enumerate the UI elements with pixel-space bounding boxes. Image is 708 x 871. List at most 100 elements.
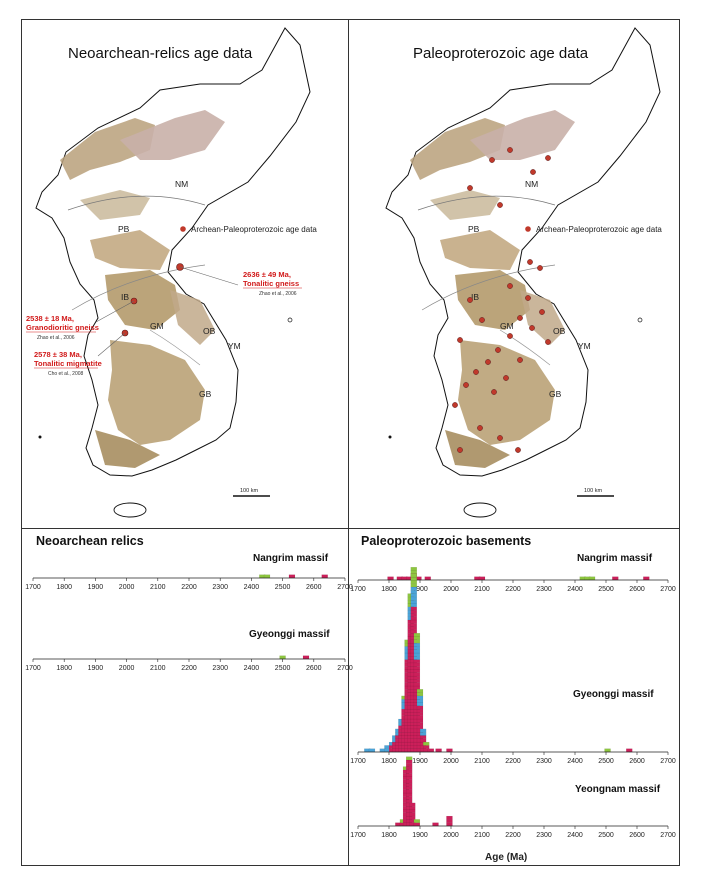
region-label-pb: PB <box>118 224 130 234</box>
region-label-ib: IB <box>471 292 479 302</box>
region-label-gb: GB <box>549 389 562 399</box>
histogram-bar <box>410 613 417 617</box>
histogram-bar <box>405 759 413 764</box>
tick-label: 2100 <box>150 584 166 591</box>
histogram-bar <box>446 815 453 820</box>
histogram-paleo-nangrim: Nangrim massif 1700 1800 1900 2000 2100 2200 23… <box>350 553 676 593</box>
histogram-bar <box>409 812 416 817</box>
region-label-ob: OB <box>203 326 216 336</box>
histogram-neoarchean-gyeonggi: Gyeonggi massif 1700 1800 1900 2000 2100 2200 2… <box>25 629 353 672</box>
tick-label: 2500 <box>598 758 614 765</box>
tick-label: 1700 <box>25 584 41 591</box>
tick-label: 1900 <box>88 584 104 591</box>
tick-label: 1800 <box>381 758 397 765</box>
right-map-title: Paleoproterozoic age data <box>413 45 589 62</box>
histogram-bar <box>410 626 417 631</box>
sample-dot <box>537 265 543 271</box>
legend-label-right: Archean-Paleoproterozoic age data <box>536 225 662 234</box>
histogram-bar <box>423 741 430 746</box>
tick-label: 2600 <box>629 832 645 839</box>
region-label-ob: OB <box>553 326 566 336</box>
region-label-gm: GM <box>500 321 514 331</box>
histogram-bar <box>405 776 413 780</box>
tick-label: 2200 <box>505 586 521 593</box>
histogram-bar <box>410 583 417 588</box>
histogram-bar <box>416 722 424 726</box>
sample-dot <box>467 185 473 191</box>
tick-label: 2500 <box>275 665 291 672</box>
histogram-bar <box>446 748 453 753</box>
annotation-age: 2538 ± 18 Ma, <box>26 314 74 323</box>
sample-dot <box>525 295 531 301</box>
histogram-title: Nangrim massif <box>577 553 653 564</box>
tick-label: 2300 <box>212 665 228 672</box>
annotation-1: 2636 ± 49 Ma, Tonalitic gneiss Zhao et a… <box>243 270 302 297</box>
sample-dot <box>507 147 513 153</box>
region-label-ym: YM <box>578 341 591 351</box>
histogram-bar <box>416 708 424 713</box>
annotation-ref: Zhao et al., 2006 <box>259 291 297 297</box>
histogram-bar <box>410 573 417 578</box>
histogram-xlabel: Age (Ma) <box>485 852 527 863</box>
tick-label: 2600 <box>306 665 322 672</box>
sample-dot <box>545 339 551 345</box>
histogram-bar <box>410 580 417 584</box>
tick-label: 1800 <box>381 586 397 593</box>
annotation-ref: Cho et al., 2008 <box>48 371 84 377</box>
tick-label: 1700 <box>25 665 41 672</box>
tick-label: 2700 <box>660 832 676 839</box>
histogram-bar <box>410 586 417 591</box>
histogram-bar <box>410 600 417 604</box>
tick-label: 1700 <box>350 758 366 765</box>
histogram-bar <box>413 822 421 827</box>
histogram-bar <box>643 576 650 581</box>
histogram-bar <box>387 576 394 581</box>
tick-label: 2300 <box>536 586 552 593</box>
sample-dot <box>503 375 509 381</box>
histogram-bar <box>413 642 421 647</box>
histogram-bar <box>423 745 430 749</box>
tick-label: 2500 <box>275 584 291 591</box>
sample-dot <box>491 389 497 395</box>
histogram-bar <box>413 662 421 667</box>
tick-label: 1800 <box>381 832 397 839</box>
tick-label: 2700 <box>337 665 353 672</box>
annotation-rock: Granodioritic gneiss <box>26 323 99 332</box>
region-label-nm: NM <box>525 179 538 189</box>
histogram-title: Gyeonggi massif <box>249 629 330 640</box>
tick-label: 1800 <box>56 584 72 591</box>
tick-label: 2600 <box>629 758 645 765</box>
tick-label: 1900 <box>88 665 104 672</box>
legend-dot-left <box>180 226 186 232</box>
tick-label: 2400 <box>567 758 583 765</box>
histogram-paleo-yeongnam: Yeongnam massif 1700 1800 1900 2000 2100 2200 2… <box>350 756 676 839</box>
histogram-bar <box>409 809 416 813</box>
tick-label: 2000 <box>443 832 459 839</box>
region-label-pb: PB <box>468 224 480 234</box>
sample-dot <box>517 315 523 321</box>
annotation-2: 2538 ± 18 Ma, Granodioritic gneiss Zhao … <box>26 314 99 341</box>
sample-dot <box>473 369 479 375</box>
histogram-bar <box>413 679 421 683</box>
histogram-bar <box>413 666 421 670</box>
histogram-bar <box>410 623 417 627</box>
histogram-bar <box>405 799 413 804</box>
histogram-bar <box>413 675 421 680</box>
histogram-bar <box>410 609 417 614</box>
tick-label: 1700 <box>350 586 366 593</box>
histogram-bar <box>410 596 417 601</box>
histogram-bar <box>427 748 435 753</box>
tick-label: 2700 <box>660 586 676 593</box>
tick-label: 2300 <box>536 758 552 765</box>
histogram-bar <box>416 718 424 723</box>
left-map-panel: Neoarchean-relics age data NM PB IB GM O… <box>26 27 317 518</box>
histogram-bar <box>419 735 427 739</box>
histogram-bar <box>413 672 421 677</box>
histogram-bar <box>409 806 416 810</box>
histogram-bar <box>424 576 431 581</box>
tick-label: 2400 <box>244 665 260 672</box>
leader-line <box>95 300 135 323</box>
tick-label: 1900 <box>412 758 428 765</box>
histogram-title: Gyeonggi massif <box>573 689 654 700</box>
